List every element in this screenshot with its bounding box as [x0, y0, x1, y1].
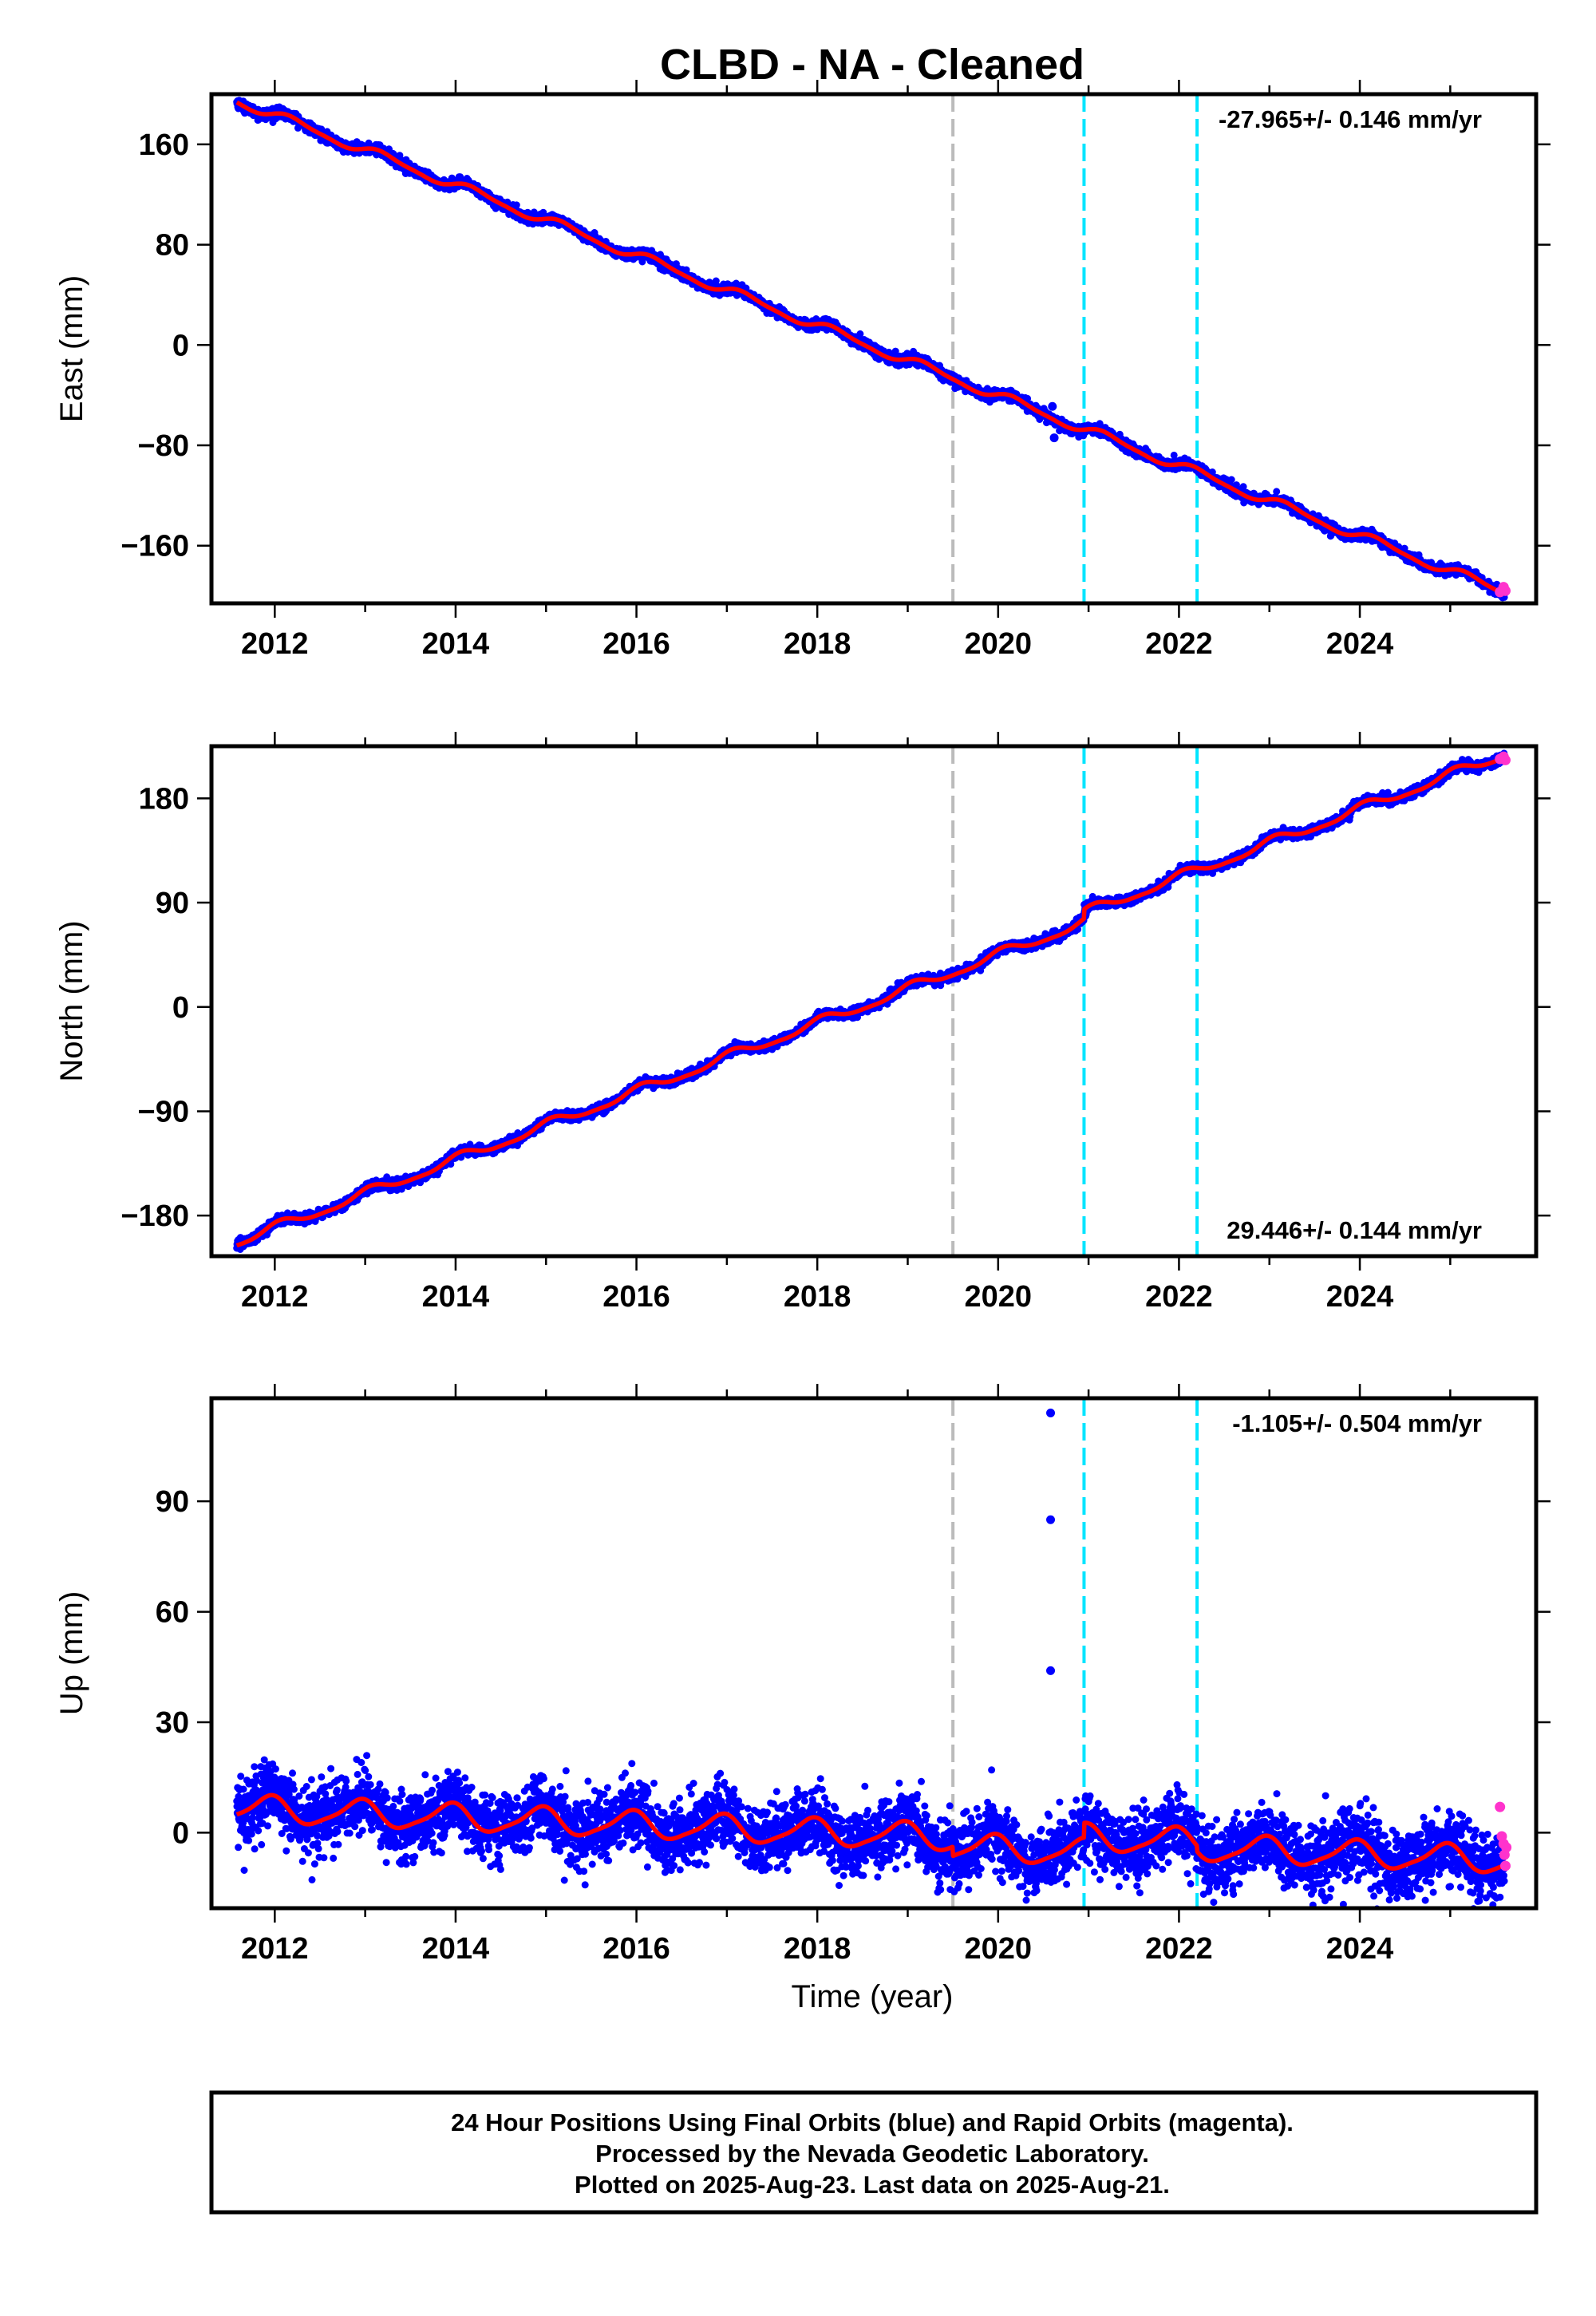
- north-y-tick-label-3: 0: [172, 991, 189, 1025]
- footer-line-2: Processed by the Nevada Geodetic Laborat…: [595, 2140, 1149, 2168]
- east-y-axis-title: East (mm): [54, 275, 89, 422]
- north-rate-annotation: 29.446+/- 0.144 mm/yr: [1227, 1216, 1482, 1244]
- east-x-tick-label-2: 2014: [422, 627, 490, 661]
- up-rate-annotation: -1.105+/- 0.504 mm/yr: [1232, 1409, 1482, 1437]
- north-x-tick-label-6: 2022: [1145, 1280, 1213, 1314]
- up-y-tick-label-3: 30: [156, 1706, 189, 1740]
- up-x-tick-label-5: 2020: [965, 1932, 1033, 1966]
- north-rapid-orbit-point-3: [1499, 754, 1511, 765]
- up-outlier-point-3: [1046, 1666, 1056, 1675]
- east-rate-annotation: -27.965+/- 0.146 mm/yr: [1219, 105, 1482, 133]
- up-x-tick-label-1: 2012: [241, 1932, 309, 1966]
- up-x-tick-label-4: 2018: [784, 1932, 851, 1966]
- footer-frame: [209, 2090, 1539, 2215]
- east-x-tick-label-3: 2016: [602, 627, 670, 661]
- footer-box: 24 Hour Positions Using Final Orbits (bl…: [209, 2090, 1539, 2215]
- up-x-tick-label-6: 2022: [1145, 1932, 1213, 1966]
- up-rapid-orbit-point-5: [1499, 1860, 1511, 1871]
- east-x-tick-label-1: 2012: [241, 627, 309, 661]
- north-x-tick-label-4: 2018: [784, 1280, 851, 1314]
- north-x-tick-label-1: 2012: [241, 1280, 309, 1314]
- footer-line-3: Plotted on 2025-Aug-23. Last data on 202…: [575, 2171, 1170, 2199]
- east-model-curve: [235, 100, 1507, 597]
- up-model-curve: [235, 1792, 1507, 1875]
- up-plot-area: [233, 1398, 1508, 1908]
- north-plot-area: [233, 746, 1508, 1256]
- north-x-tick-label-2: 2014: [422, 1280, 490, 1314]
- east-y-tick-label-2: 80: [156, 229, 189, 263]
- north-y-tick-label-4: −90: [138, 1095, 189, 1128]
- north-x-tick-label-3: 2016: [602, 1280, 670, 1314]
- east-x-tick-label-5: 2020: [965, 627, 1033, 661]
- east-x-tick-label-4: 2018: [784, 627, 851, 661]
- footer-line-1: 24 Hour Positions Using Final Orbits (bl…: [451, 2109, 1294, 2136]
- up-axes-frame: [209, 1396, 1539, 1911]
- east-outlier-point-1: [1048, 401, 1057, 411]
- east-plot-area: [233, 94, 1508, 603]
- east-y-tick-label-5: −160: [120, 530, 189, 563]
- east-y-tick-label-4: −80: [138, 429, 189, 463]
- east-y-tick-label-1: 160: [139, 128, 189, 162]
- north-y-tick-label-1: 180: [139, 782, 189, 816]
- up-outlier-point-1: [1046, 1408, 1056, 1417]
- x-axis-title: Time (year): [792, 1979, 954, 2014]
- up-outlier-point-2: [1046, 1515, 1056, 1524]
- up-x-tick-label-3: 2016: [602, 1932, 670, 1966]
- north-x-tick-label-7: 2024: [1326, 1280, 1394, 1314]
- east-axes-frame: [209, 92, 1539, 606]
- north-y-tick-label-5: −180: [120, 1199, 189, 1233]
- north-y-axis-title: North (mm): [54, 920, 89, 1081]
- up-rapid-orbit-point-1: [1495, 1801, 1506, 1812]
- up-panel: 90 60 30 0 2012 2014 2016 2018 2020 2022 2024 Up (m…: [54, 1384, 1551, 1966]
- north-x-tick-label-5: 2020: [965, 1280, 1033, 1314]
- east-x-tick-label-7: 2024: [1326, 627, 1394, 661]
- up-y-tick-label-1: 90: [156, 1485, 189, 1519]
- north-axes-frame: [209, 744, 1539, 1259]
- up-x-tick-label-7: 2024: [1326, 1932, 1394, 1966]
- up-rapid-orbit-point-6: [1501, 1842, 1512, 1853]
- up-y-axis-title: Up (mm): [54, 1591, 89, 1716]
- up-y-tick-label-4: 0: [172, 1816, 189, 1850]
- north-y-tick-label-2: 90: [156, 887, 189, 920]
- east-y-tick-label-3: 0: [172, 329, 189, 362]
- north-panel: 180 90 0 −90 −180 2012 2014 2016 2018 2020 2022 202…: [54, 732, 1551, 1314]
- up-y-tick-label-2: 60: [156, 1596, 189, 1630]
- north-model-curve: [235, 755, 1507, 1248]
- east-x-tick-label-6: 2022: [1145, 627, 1213, 661]
- east-rapid-orbit-point-3: [1499, 585, 1511, 596]
- east-outlier-point-2: [1049, 433, 1059, 443]
- up-final-orbit-points: [233, 1752, 1508, 1908]
- figure-title: CLBD - NA - Cleaned: [660, 41, 1084, 89]
- up-x-tick-label-2: 2014: [422, 1932, 490, 1966]
- east-panel: 160 80 0 −80 −160 2012 2014 2016 2018 2020 2022 202…: [54, 80, 1551, 661]
